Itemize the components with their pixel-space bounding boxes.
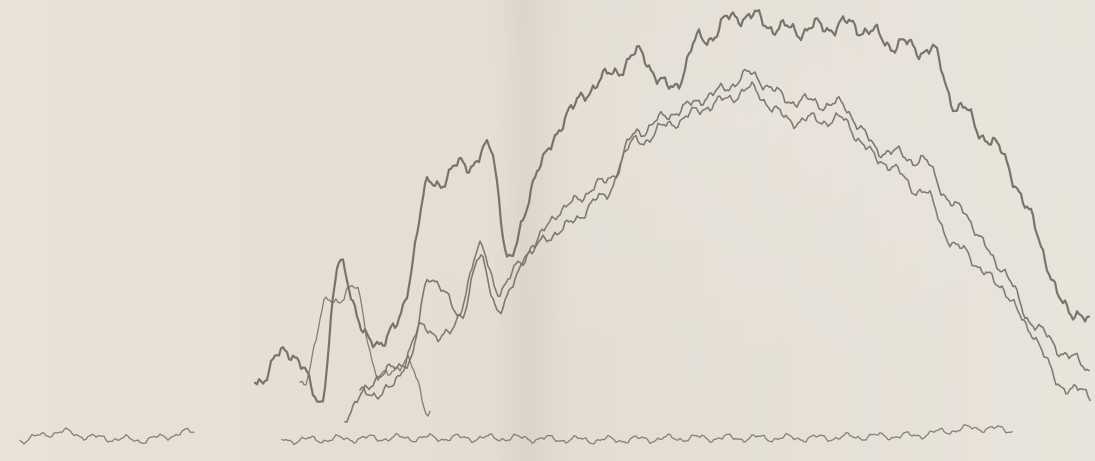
baseline-right-trace-line <box>281 423 1013 446</box>
lower-trace-line <box>359 81 1091 402</box>
middle-trace-line <box>344 68 1090 423</box>
left-onset-trace-line <box>299 284 431 417</box>
baseline-left-trace-line <box>19 427 195 445</box>
upper-trace-line <box>253 9 1091 403</box>
